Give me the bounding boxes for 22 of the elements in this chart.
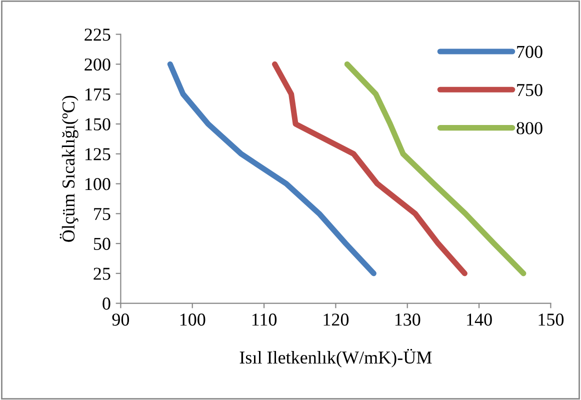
y-tick-label: 200	[84, 58, 110, 71]
y-tick-label: 25	[94, 268, 110, 280]
y-tick-label: 175	[85, 88, 110, 101]
legend-label: 700	[517, 46, 542, 58]
x-tick-label: 110	[252, 314, 277, 326]
y-tick-label: 75	[94, 208, 110, 220]
x-tick-label: 90	[112, 314, 130, 326]
y-axis-title: Ölçüm Sıcaklığı(ºC)	[60, 96, 78, 242]
x-tick-label: 100	[180, 314, 206, 326]
y-tick-label: 0	[102, 298, 110, 310]
x-tick-label: 130	[395, 314, 420, 326]
y-tick-label: 225	[84, 28, 110, 41]
legend-label: 750	[517, 84, 542, 96]
x-tick-label: 120	[324, 314, 349, 326]
x-tick-label: 140	[467, 314, 492, 326]
y-tick-label: 125	[85, 148, 110, 160]
y-tick-label: 100	[85, 178, 110, 190]
y-tick-label: 150	[85, 118, 110, 130]
legend-label: 800	[516, 122, 542, 134]
y-tick-label: 50	[94, 238, 110, 250]
x-tick-label: 150	[538, 314, 564, 326]
x-axis-title: Isıl Iletkenlık(W/mK)-ÜM	[240, 348, 432, 368]
